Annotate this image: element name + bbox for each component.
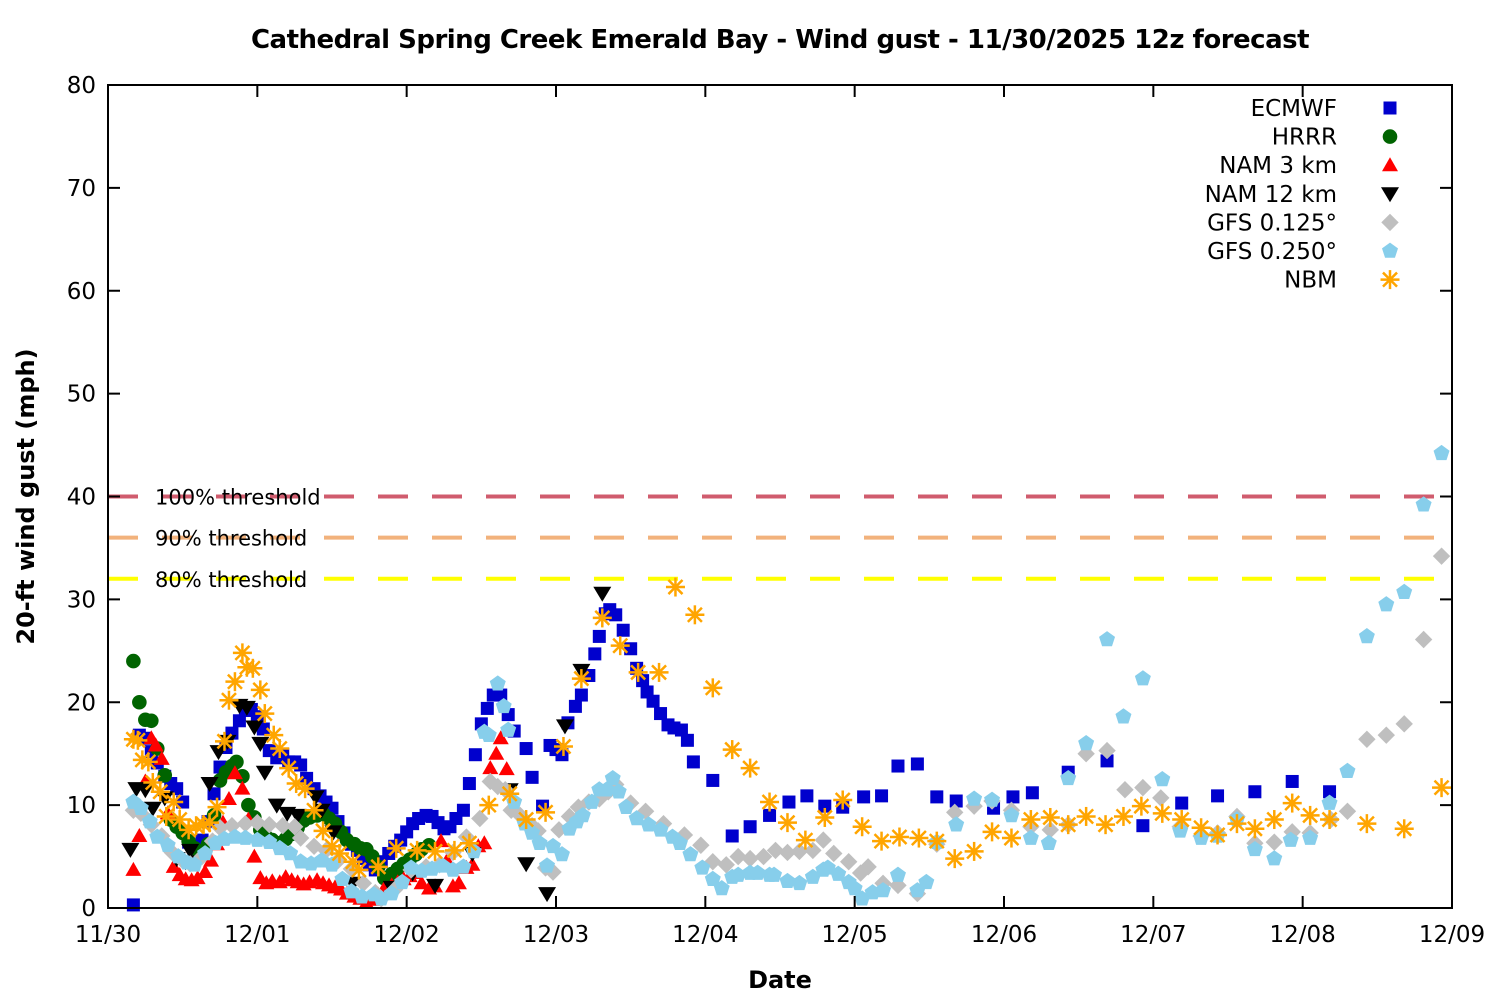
chart-title: Cathedral Spring Creek Emerald Bay - Win… bbox=[251, 25, 1309, 55]
threshold-lines bbox=[108, 494, 1452, 581]
legend-label-nam-3-km: NAM 3 km bbox=[1219, 153, 1337, 179]
legend-label-gfs-0-125-: GFS 0.125° bbox=[1207, 210, 1337, 236]
y-tick-label: 40 bbox=[67, 485, 96, 511]
legend-label-gfs-0-250-: GFS 0.250° bbox=[1207, 239, 1337, 265]
y-tick-label: 10 bbox=[67, 793, 96, 819]
threshold-label-32: 80% threshold bbox=[155, 568, 307, 592]
x-tick-label: 12/08 bbox=[1270, 922, 1336, 948]
y-tick-label: 0 bbox=[81, 896, 96, 922]
x-tick-label: 12/04 bbox=[672, 922, 738, 948]
x-tick-label: 12/07 bbox=[1120, 922, 1186, 948]
x-axis-title: Date bbox=[748, 966, 812, 994]
legend-label-hrrr: HRRR bbox=[1272, 125, 1337, 151]
y-tick-label: 80 bbox=[67, 73, 96, 99]
x-tick-label: 11/30 bbox=[75, 922, 141, 948]
x-tick-label: 12/09 bbox=[1419, 922, 1485, 948]
y-tick-label: 30 bbox=[67, 587, 96, 613]
x-tick-label: 12/01 bbox=[224, 922, 290, 948]
series-nbm bbox=[123, 577, 1452, 880]
threshold-label-36: 90% threshold bbox=[155, 527, 307, 551]
x-tick-label: 12/06 bbox=[971, 922, 1037, 948]
threshold-label-40: 100% threshold bbox=[155, 486, 321, 510]
x-tick-label: 12/02 bbox=[374, 922, 440, 948]
x-tick-label: 12/03 bbox=[523, 922, 589, 948]
x-axis: 11/30 12/01 12/02 12/03 12/04 12/05 12/06 12/07… bbox=[75, 85, 1485, 948]
y-axis: 0 10 20 30 40 50 60 70 80 bbox=[67, 73, 1452, 922]
legend-label-ecmwf: ECMWF bbox=[1251, 96, 1337, 122]
series-gfs-0-250- bbox=[125, 444, 1450, 906]
y-tick-label: 60 bbox=[67, 279, 96, 305]
x-tick-label: 12/05 bbox=[822, 922, 888, 948]
y-tick-label: 20 bbox=[67, 690, 96, 716]
y-tick-label: 70 bbox=[67, 176, 96, 202]
y-axis-title: 20-ft wind gust (mph) bbox=[12, 348, 40, 644]
legend-label-nbm: NBM bbox=[1284, 268, 1337, 294]
y-tick-label: 50 bbox=[67, 382, 96, 408]
legend-label-nam-12-km: NAM 12 km bbox=[1205, 182, 1337, 208]
